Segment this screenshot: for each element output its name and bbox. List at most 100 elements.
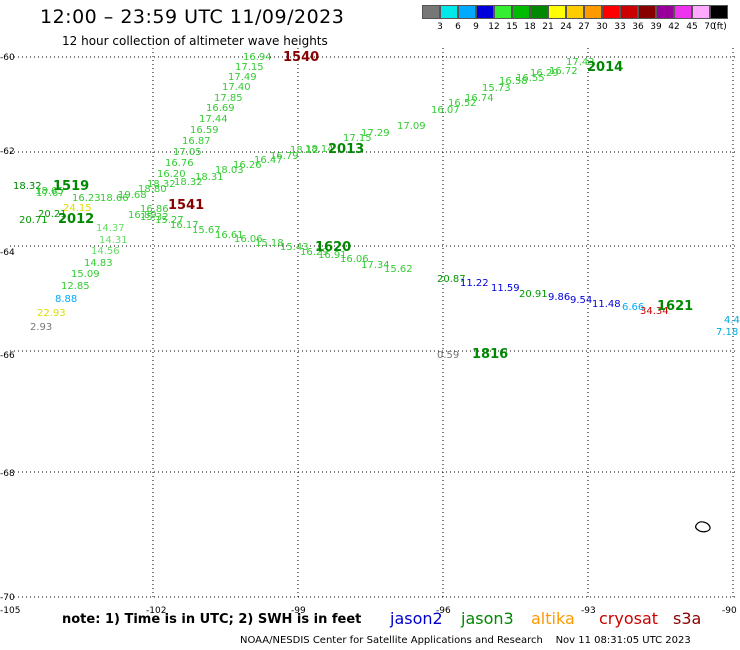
wave-height-label: 17.40 [222,82,251,93]
longitude-tick: -99 [291,606,306,616]
wave-height-label: 17.49 [228,72,257,83]
legend-label: 6 [455,22,461,32]
credit-agency: NOAA/NESDIS Center for Satellite Applica… [240,635,543,646]
wave-height-label: 17.67 [36,188,65,199]
legend-label: 9 [473,22,479,32]
legend-label: 39 [650,22,662,32]
legend-swatch [602,5,620,19]
wave-height-label: 15.73 [482,83,511,94]
legend-label: 3 [437,22,443,32]
wave-height-label: 16.52 [448,98,477,109]
legend-swatch [584,5,602,19]
wave-height-label: 20.21 [38,209,67,220]
wave-height-label: 16.06 [340,254,369,265]
wave-height-label: 22.93 [37,308,66,319]
wave-height-label: 11.22 [460,278,489,289]
legend-swatch [710,5,728,19]
axis-ticks: -60 -62 -64 -66 -68 -70 -105 -102 -99 -96 -93 -90 [0,53,737,616]
legend-label: 42 [668,22,680,32]
wave-height-label: 18.32 [13,181,42,192]
legend-swatch [494,5,512,19]
latitude-tick: -70 [0,593,15,603]
wave-height-label: 7.18 [716,327,738,338]
wave-height-label: 11.48 [592,299,621,310]
legend-swatch [458,5,476,19]
wave-height-label: 16.23 [72,193,101,204]
legend-swatch [512,5,530,19]
wave-height-label: 4.4 [724,315,740,326]
legend-label: 36 [632,22,644,32]
wave-height-label: 16.87 [182,136,211,147]
wave-height-label: 9.86 [548,292,570,303]
wave-height-label: 15.43 [280,242,309,253]
satellite-name: s3a [673,609,702,628]
wave-height-label: 16.29 [530,68,559,79]
wave-height-label: 8.88 [55,294,77,305]
wave-height-label: 14.56 [91,246,120,257]
wave-height-label: 14.31 [99,235,128,246]
wave-height-label: 16.55 [516,73,545,84]
wave-height-label: 16.94 [243,52,272,63]
wave-height-label: 9.54 [570,295,592,306]
map-grid [10,48,735,600]
wave-height-label: 20.87 [437,274,466,285]
wave-height-label: 18.14 [305,144,334,155]
observation-labels: 16.9417.1517.4917.4017.8516.6917.4416.59… [13,52,740,361]
legend-swatch [422,5,440,19]
legend-swatch [692,5,710,19]
wave-height-label: 16.91 [318,250,347,261]
legend-label: 21 [542,22,554,32]
wave-height-label: 15.32 [140,212,169,223]
legend-swatch [440,5,458,19]
wave-height-label: 16.86 [140,204,169,215]
wave-height-label: 17.15 [235,62,264,73]
satellite-name: jason3 [461,609,514,628]
wave-height-label: 15.62 [384,264,413,275]
wave-height-label: 20.71 [19,215,48,226]
wave-height-label: 17.05 [173,147,202,158]
legend-swatch [638,5,656,19]
map-subtitle: 12 hour collection of altimeter wave hei… [62,34,328,48]
legend-label: 15 [506,22,518,32]
wave-height-label: 16.69 [206,103,235,114]
wave-height-label: 18.12 [290,145,319,156]
wave-height-label: 16.06 [234,234,263,245]
longitude-tick: -93 [581,606,596,616]
wave-height-label: 15.18 [255,238,284,249]
legend-label: 70 [704,22,716,32]
pass-time-label: 1540 [283,50,319,65]
wave-height-label: 15.27 [155,215,184,226]
pass-labels: 1540 2014 2013 1519 2012 1541 1620 1621 1816 [53,50,693,362]
wave-height-label: 18.32 [147,179,176,190]
island-outline [695,521,711,533]
wave-height-label: 16.47 [254,155,283,166]
wave-height-label: 18.66 [100,193,129,204]
legend-swatch [566,5,584,19]
wave-height-label: 16.20 [157,169,186,180]
wave-height-label: 18.80 [138,184,167,195]
legend-swatch [656,5,674,19]
wave-height-label: 15.09 [71,269,100,280]
wave-height-label: 17.34 [361,260,390,271]
latitude-tick: -62 [0,147,15,157]
wave-height-label: 18.32 [174,177,203,188]
satellite-name: altika [531,609,575,628]
pass-time-label: 2014 [587,60,623,75]
legend-swatch [530,5,548,19]
legend-label: 18 [524,22,536,32]
longitude-tick: -90 [722,606,737,616]
legend-swatch [674,5,692,19]
longitude-tick: -96 [436,606,451,616]
color-legend [422,5,728,19]
legend-label: 24 [560,22,572,32]
wave-height-label: 16.79 [270,151,299,162]
legend-label: 30 [596,22,608,32]
pass-time-label: 1519 [53,179,89,194]
legend-label: 12 [488,22,500,32]
wave-height-label: 18.65 [35,186,64,197]
wave-height-label: 16.17 [170,220,199,231]
color-legend-labels: 3 6 9 12 15 18 21 24 27 30 33 36 39 42 45 70 (ft) [422,22,740,34]
wave-height-label: 24.15 [63,203,92,214]
wave-height-label: 16.58 [499,76,528,87]
